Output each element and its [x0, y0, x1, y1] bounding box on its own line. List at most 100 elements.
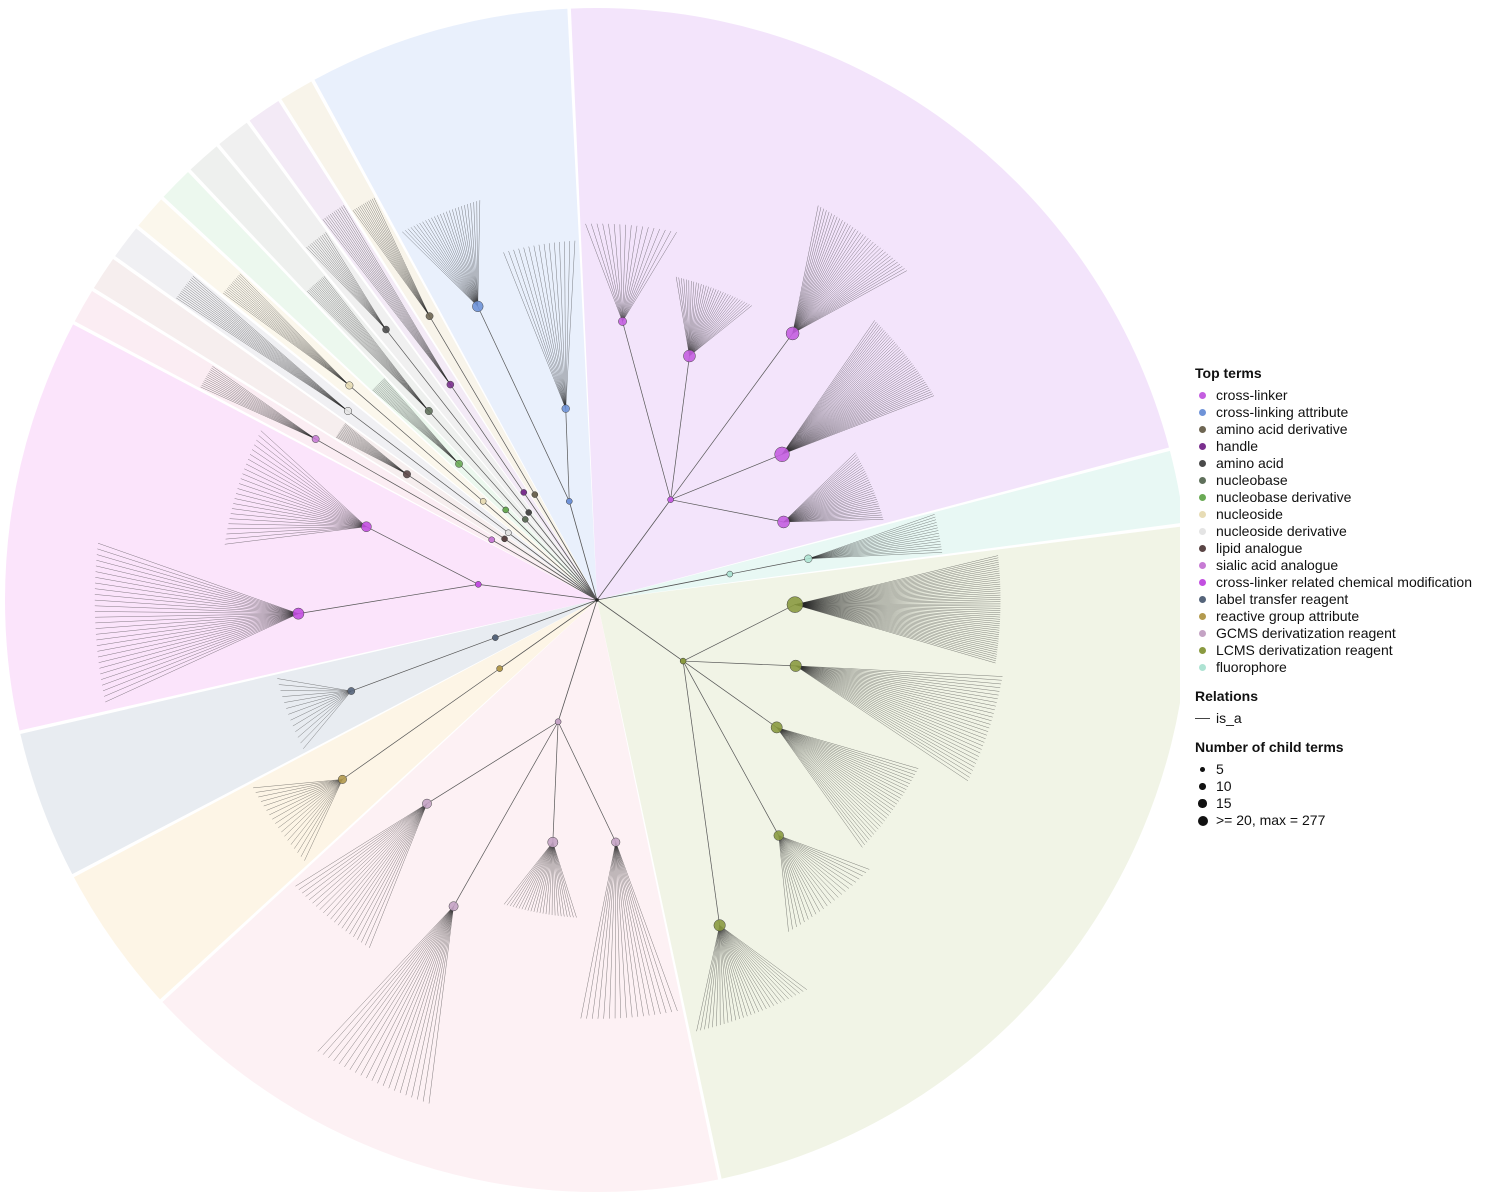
legend-term-label: lipid analogue: [1216, 540, 1302, 557]
legend-size-row: 10: [1195, 778, 1472, 795]
legend-size-row: >= 20, max = 277: [1195, 812, 1472, 829]
legend-term-row: cross-linker related chemical modificati…: [1195, 574, 1472, 591]
legend-term-label: amino acid derivative: [1216, 421, 1348, 438]
legend-size-dot-icon: [1199, 783, 1206, 790]
legend-size-label: 15: [1216, 795, 1232, 812]
term-node: [714, 920, 726, 932]
term-node: [480, 498, 486, 504]
legend-term-row: cross-linker: [1195, 387, 1472, 404]
legend-term-label: nucleobase derivative: [1216, 489, 1351, 506]
term-node: [804, 555, 812, 563]
legend-term-dot-icon: [1199, 460, 1206, 467]
legend-top-terms: Top terms cross-linker cross-linking attr…: [1195, 365, 1472, 676]
ontology-circular-tree: [0, 0, 1180, 1200]
root-node: [595, 598, 599, 602]
term-node: [455, 460, 462, 467]
term-node: [727, 571, 733, 577]
legend-term-dot-icon: [1199, 545, 1206, 552]
legend-term-row: lipid analogue: [1195, 540, 1472, 557]
legend-term-label: cross-linker: [1216, 387, 1288, 404]
term-node: [790, 660, 802, 672]
legend-term-row: reactive group attribute: [1195, 608, 1472, 625]
legend-size-dot-icon: [1200, 767, 1205, 772]
legend-term-dot-icon: [1199, 477, 1206, 484]
legend-term-label: sialic acid analogue: [1216, 557, 1338, 574]
term-node: [521, 489, 527, 495]
term-node: [775, 447, 790, 462]
legend-term-dot-icon: [1199, 664, 1206, 671]
term-node: [426, 313, 433, 320]
term-node: [778, 516, 790, 528]
legend-term-row: nucleoside derivative: [1195, 523, 1472, 540]
legend-sizes: Number of child terms 5 10 15 >= 20, max = …: [1195, 739, 1472, 829]
legend-term-label: amino acid: [1216, 455, 1284, 472]
legend-term-row: sialic acid analogue: [1195, 557, 1472, 574]
term-node: [680, 658, 686, 664]
term-node: [403, 471, 411, 479]
legend-size-list: 5 10 15 >= 20, max = 277: [1195, 761, 1472, 829]
term-node: [348, 687, 355, 694]
legend-term-row: label transfer reagent: [1195, 591, 1472, 608]
legend-term-row: handle: [1195, 438, 1472, 455]
legend-term-dot-icon: [1199, 409, 1206, 416]
legend-size-label: 10: [1216, 778, 1232, 795]
term-node: [526, 509, 532, 515]
is-a-line-icon: [1195, 718, 1210, 719]
term-node: [668, 497, 674, 503]
term-node: [548, 837, 558, 847]
legend-term-dot-icon: [1199, 613, 1206, 620]
legend-term-dot-icon: [1199, 494, 1206, 501]
legend-term-row: nucleobase: [1195, 472, 1472, 489]
legend-term-label: cross-linking attribute: [1216, 404, 1348, 421]
legend-term-dot-icon: [1199, 392, 1206, 399]
legend-term-row: cross-linking attribute: [1195, 404, 1472, 421]
term-node: [492, 635, 498, 641]
term-node: [293, 608, 304, 619]
term-node: [562, 405, 570, 413]
legend-term-label: label transfer reagent: [1216, 591, 1348, 608]
term-node: [555, 719, 561, 725]
term-node: [312, 435, 319, 442]
term-node: [532, 492, 538, 498]
legend-term-label: LCMS derivatization reagent: [1216, 642, 1393, 659]
term-node: [361, 522, 371, 532]
legend-term-dot-icon: [1199, 562, 1206, 569]
term-node: [771, 722, 782, 733]
legend-term-dot-icon: [1199, 511, 1206, 518]
legend-term-row: fluorophore: [1195, 659, 1472, 676]
legend-size-row: 15: [1195, 795, 1472, 812]
legend-size-label: >= 20, max = 277: [1216, 812, 1325, 829]
legend-size-label: 5: [1216, 761, 1224, 778]
legend-term-row: amino acid derivative: [1195, 421, 1472, 438]
legend-term-row: nucleoside: [1195, 506, 1472, 523]
legend-term-row: LCMS derivatization reagent: [1195, 642, 1472, 659]
legend-size-title: Number of child terms: [1195, 739, 1472, 755]
term-node: [422, 799, 431, 808]
term-node: [611, 838, 620, 847]
legend-term-dot-icon: [1199, 579, 1206, 586]
legend-size-dot-icon: [1198, 799, 1206, 807]
term-node: [472, 301, 483, 312]
term-node: [503, 507, 509, 513]
term-node: [787, 597, 803, 613]
term-node: [502, 536, 508, 542]
term-node: [497, 666, 503, 672]
term-node: [566, 498, 572, 504]
term-node: [489, 537, 495, 543]
legend-relation-label: is_a: [1216, 710, 1242, 727]
legend: Top terms cross-linker cross-linking attr…: [1195, 365, 1472, 841]
legend-term-dot-icon: [1199, 647, 1206, 654]
legend-relations-title: Relations: [1195, 688, 1472, 704]
legend-term-label: nucleoside: [1216, 506, 1283, 523]
term-node: [338, 775, 347, 784]
legend-term-row: GCMS derivatization reagent: [1195, 625, 1472, 642]
legend-term-dot-icon: [1199, 630, 1206, 637]
legend-term-dot-icon: [1199, 443, 1206, 450]
term-node: [505, 530, 511, 536]
term-node: [425, 407, 433, 415]
term-node: [475, 581, 481, 587]
term-node: [522, 516, 528, 522]
term-node: [774, 831, 784, 841]
legend-term-dot-icon: [1199, 596, 1206, 603]
term-node: [786, 327, 799, 340]
